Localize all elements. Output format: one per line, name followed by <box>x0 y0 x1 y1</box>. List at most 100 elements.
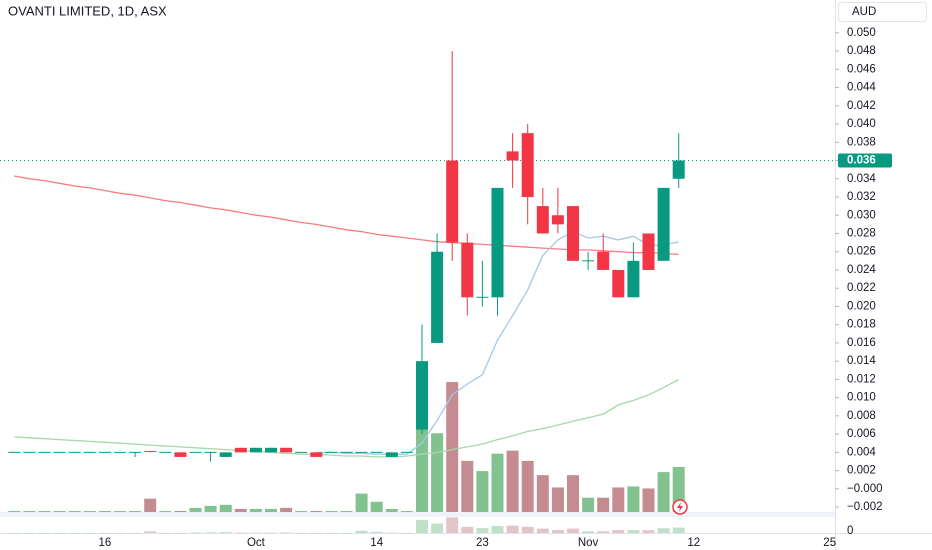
y-tick-label: 0.028 <box>847 228 876 240</box>
volume-bar <box>204 505 217 512</box>
candle <box>551 187 564 234</box>
y-tick-label: 0.004 <box>847 446 876 458</box>
volume-bar <box>23 510 36 512</box>
volume-pane-bar <box>68 532 81 534</box>
volume-bar <box>551 487 564 512</box>
candle <box>476 260 489 307</box>
candle-body <box>325 451 338 453</box>
candle-body <box>521 133 534 197</box>
candle-body <box>551 215 564 225</box>
volume-pane-bar <box>446 517 459 533</box>
y-tick-label: 0.034 <box>847 173 876 185</box>
candle <box>325 451 338 453</box>
volume-pane-bar <box>83 532 96 534</box>
candle <box>521 124 534 225</box>
candle <box>174 452 187 457</box>
volume-pane-bar <box>506 525 519 533</box>
candle <box>582 251 595 270</box>
volume-pane-bar <box>98 532 111 534</box>
volume-pane-bar <box>204 532 217 533</box>
last-price-label: 0.036 <box>847 155 876 167</box>
candle-body <box>431 251 444 343</box>
x-tick-label: 14 <box>370 537 383 549</box>
volume-bar <box>129 510 142 512</box>
volume-bar <box>597 497 610 512</box>
volume-bar <box>98 510 111 512</box>
candle <box>416 324 428 435</box>
candle <box>597 233 610 270</box>
candle-body <box>612 269 625 298</box>
currency-box[interactable] <box>838 2 927 22</box>
candle-body <box>8 451 21 453</box>
candle <box>491 187 504 316</box>
candle-body <box>355 451 368 453</box>
candle-body <box>627 260 640 298</box>
candle-body <box>340 451 353 453</box>
alert-icon[interactable] <box>672 499 688 515</box>
volume-pane-bar <box>521 526 534 533</box>
candle <box>340 451 353 453</box>
y-tick-label: 0.010 <box>847 392 876 404</box>
volume-bar <box>249 508 262 512</box>
candle <box>114 451 126 453</box>
candle-body <box>446 160 459 243</box>
candle-body <box>385 452 398 457</box>
candle-body <box>506 151 519 161</box>
x-tick-label: 25 <box>823 537 836 549</box>
y-tick-label: 0.012 <box>847 373 876 385</box>
candle <box>98 451 111 453</box>
y-tick-label: 0.046 <box>847 63 876 75</box>
candle <box>219 452 232 457</box>
volume-bar <box>400 510 413 512</box>
y-tick-label: 0.048 <box>847 45 876 57</box>
volume-bar <box>536 475 549 512</box>
candle <box>53 451 66 453</box>
volume-bar <box>431 433 444 512</box>
candle <box>400 451 413 453</box>
candle <box>8 451 21 453</box>
candle <box>355 451 368 453</box>
chart-title: OVANTI LIMITED, 1D, ASX <box>8 3 167 18</box>
volume-pane-bar <box>38 532 51 534</box>
x-tick-label: Nov <box>578 537 599 549</box>
candle-body <box>234 447 247 453</box>
volume-pane-bar <box>295 532 308 534</box>
y-tick-label: 0.006 <box>847 428 876 440</box>
moving-average-line <box>316 230 679 455</box>
candle <box>23 451 36 453</box>
alert-bolt[interactable] <box>677 502 683 512</box>
candle <box>189 451 202 453</box>
volume-pane-bar <box>597 531 610 533</box>
candle-body <box>129 451 142 453</box>
y-tick-label: 0.038 <box>847 136 876 148</box>
candle-body <box>597 251 610 270</box>
volume-pane-bar <box>144 531 157 533</box>
x-tick-label: Oct <box>247 537 266 549</box>
candle <box>385 452 398 457</box>
volume-bar <box>219 504 232 512</box>
volume-bar <box>159 510 172 512</box>
volume-pane-bar <box>370 531 383 533</box>
volume-pane-bar <box>567 528 579 533</box>
y-tick-label: 0.032 <box>847 191 876 203</box>
y-tick-label: 0.008 <box>847 410 876 422</box>
volume-bar <box>265 508 277 512</box>
y-tick-label: 0.044 <box>847 82 876 94</box>
volume-bar <box>38 510 51 512</box>
volume-tick-label: 0 <box>847 525 853 537</box>
x-tick-label: 12 <box>687 537 700 549</box>
candle <box>295 451 308 453</box>
volume-bar <box>355 493 368 512</box>
currency-label[interactable]: AUD <box>852 6 876 18</box>
volume-bar <box>8 510 21 512</box>
volume-pane-bar <box>491 525 504 533</box>
candle <box>204 451 217 462</box>
volume-bar <box>310 510 323 512</box>
candle <box>144 450 157 453</box>
volume-pane-bar <box>461 526 474 533</box>
candle-body <box>159 451 172 453</box>
volume-bar <box>144 498 157 512</box>
candle <box>265 447 277 453</box>
candle <box>159 451 172 453</box>
volume-bar <box>189 507 202 512</box>
